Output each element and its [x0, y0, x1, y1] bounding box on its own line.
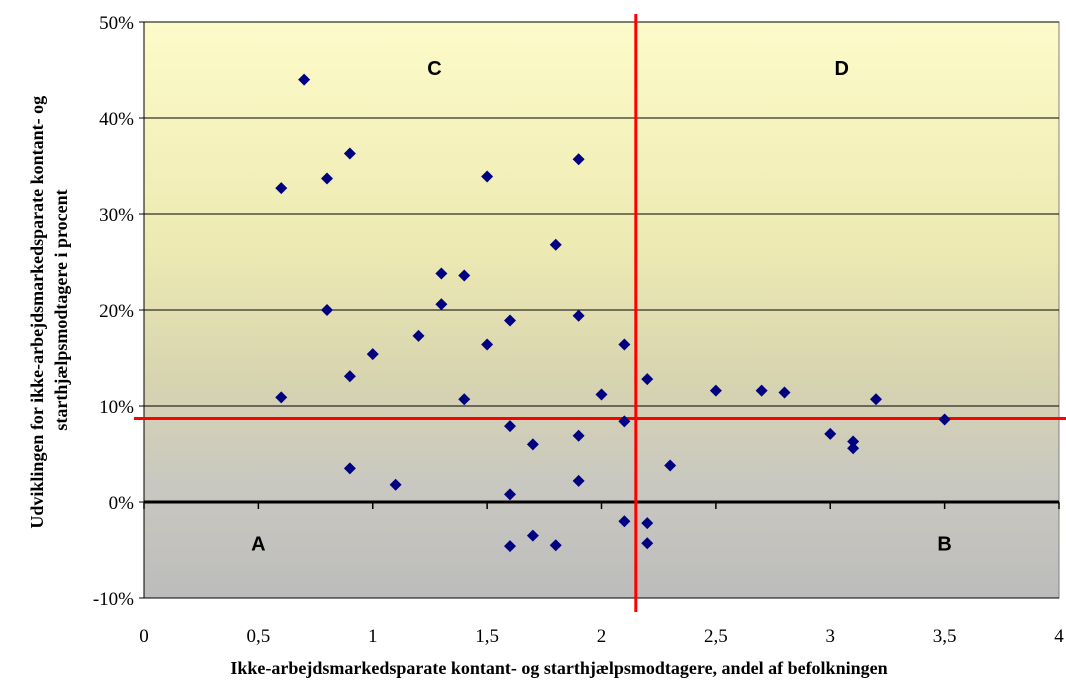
reference-lines: [134, 14, 1066, 612]
y-axis-title: Udviklingen for ikke-arbejdsmarkedsparat…: [27, 91, 71, 528]
data-point: [847, 435, 860, 448]
x-tick-label: 2: [597, 626, 607, 647]
data-point: [504, 540, 516, 553]
data-point: [435, 267, 448, 280]
data-point: [343, 370, 356, 383]
y-tick-label: 20%: [99, 301, 134, 322]
x-tick-label: 0: [139, 626, 149, 647]
data-point: [778, 386, 791, 399]
x-tick-label: 1,5: [475, 626, 499, 647]
data-point: [343, 147, 356, 160]
data-point: [618, 515, 631, 528]
data-point: [618, 415, 631, 428]
data-point: [321, 304, 333, 316]
data-point: [938, 413, 951, 426]
data-point: [664, 459, 677, 472]
y-tick-label: 30%: [99, 205, 134, 226]
data-point: [847, 442, 860, 455]
x-axis-title: Ikke-arbejdsmarkedsparate kontant- og st…: [230, 658, 887, 678]
data-point: [824, 427, 837, 440]
data-point: [572, 153, 585, 166]
data-point: [870, 393, 882, 406]
quadrant-label-a: A: [251, 533, 265, 555]
quadrant-labels: A B C D: [251, 58, 952, 555]
data-point: [526, 438, 539, 451]
data-point: [595, 388, 608, 401]
data-point: [755, 384, 768, 397]
data-point: [343, 462, 356, 475]
data-point: [641, 373, 654, 386]
data-point: [366, 348, 379, 361]
x-tick-label: 1: [368, 626, 378, 647]
data-point: [526, 529, 539, 542]
quadrant-label-c: C: [427, 58, 441, 80]
data-point: [572, 474, 585, 487]
data-point: [572, 309, 585, 322]
data-point: [321, 172, 333, 185]
data-point: [412, 329, 425, 342]
x-tick-label: 4: [1054, 626, 1064, 647]
data-point: [572, 429, 585, 442]
gridlines: [144, 21, 1059, 599]
quadrant-label-b: B: [937, 533, 951, 555]
x-tick-label: 3,5: [933, 626, 957, 647]
y-axis-title-line-2: starthjælpsmodtagere i procent: [51, 189, 71, 430]
x-tick-label: 2,5: [704, 626, 728, 647]
tick-labels: 0 0,5 1 1,5 2 2,5 3 3,5 4 -10% 0% 10% 20% 30% 40% 50%: [93, 13, 1064, 647]
y-axis-title-line-1: Udviklingen for ikke-arbejdsmarkedsparat…: [27, 96, 47, 529]
data-point: [275, 182, 288, 195]
quadrant-label-d: D: [834, 58, 848, 80]
data-point: [504, 420, 516, 433]
data-point: [481, 338, 494, 351]
x-tick-label: 0,5: [247, 626, 271, 647]
x-tick-label: 3: [826, 626, 836, 647]
data-point: [298, 73, 311, 86]
data-point: [458, 393, 471, 406]
data-point: [458, 269, 471, 282]
data-point: [549, 238, 562, 251]
y-tick-label: 50%: [99, 13, 134, 34]
data-point: [481, 170, 494, 183]
data-point: [641, 537, 654, 550]
data-point: [709, 384, 722, 397]
data-point: [549, 539, 562, 552]
y-tick-label: 40%: [99, 109, 134, 130]
y-tick-label: 0%: [109, 493, 135, 514]
zero-axis: [139, 21, 1060, 599]
data-point: [389, 478, 402, 491]
data-point: [641, 517, 654, 530]
data-point: [618, 338, 631, 351]
y-tick-label: -10%: [93, 589, 134, 610]
data-point: [504, 314, 516, 327]
data-point: [275, 391, 288, 404]
y-tick-label: 10%: [99, 397, 134, 418]
data-point: [435, 298, 448, 311]
data-points: [275, 73, 951, 553]
data-point: [504, 488, 516, 501]
